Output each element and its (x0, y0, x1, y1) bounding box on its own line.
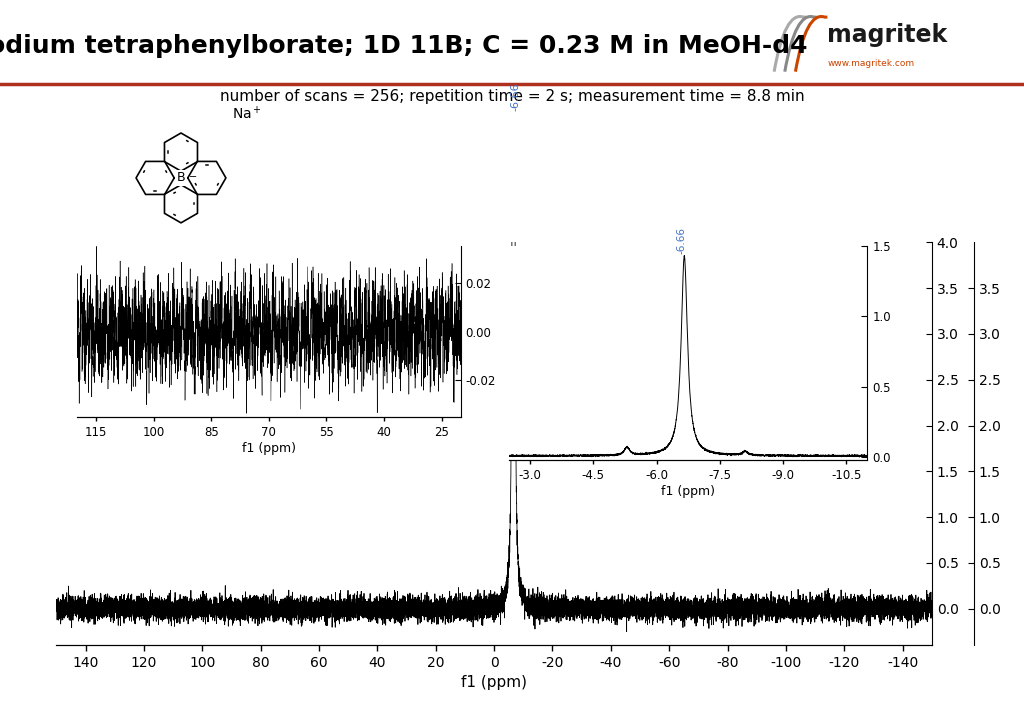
Text: −: − (189, 172, 198, 182)
Text: Sodium tetraphenylborate; 1D 11B; C = 0.23 M in MeOH-d4: Sodium tetraphenylborate; 1D 11B; C = 0.… (0, 34, 808, 58)
Text: -6.66: -6.66 (510, 82, 520, 111)
Text: number of scans = 256; repetition time = 2 s; measurement time = 8.8 min: number of scans = 256; repetition time =… (220, 88, 804, 104)
X-axis label: f1 (ppm): f1 (ppm) (662, 485, 715, 498)
Text: -6.66: -6.66 (677, 227, 686, 254)
Text: Na$^+$: Na$^+$ (232, 105, 262, 122)
X-axis label: f1 (ppm): f1 (ppm) (461, 675, 527, 690)
X-axis label: f1 (ppm): f1 (ppm) (242, 442, 296, 455)
Text: magritek: magritek (827, 23, 947, 47)
Text: B: B (177, 171, 185, 185)
Text: www.magritek.com: www.magritek.com (827, 58, 914, 68)
